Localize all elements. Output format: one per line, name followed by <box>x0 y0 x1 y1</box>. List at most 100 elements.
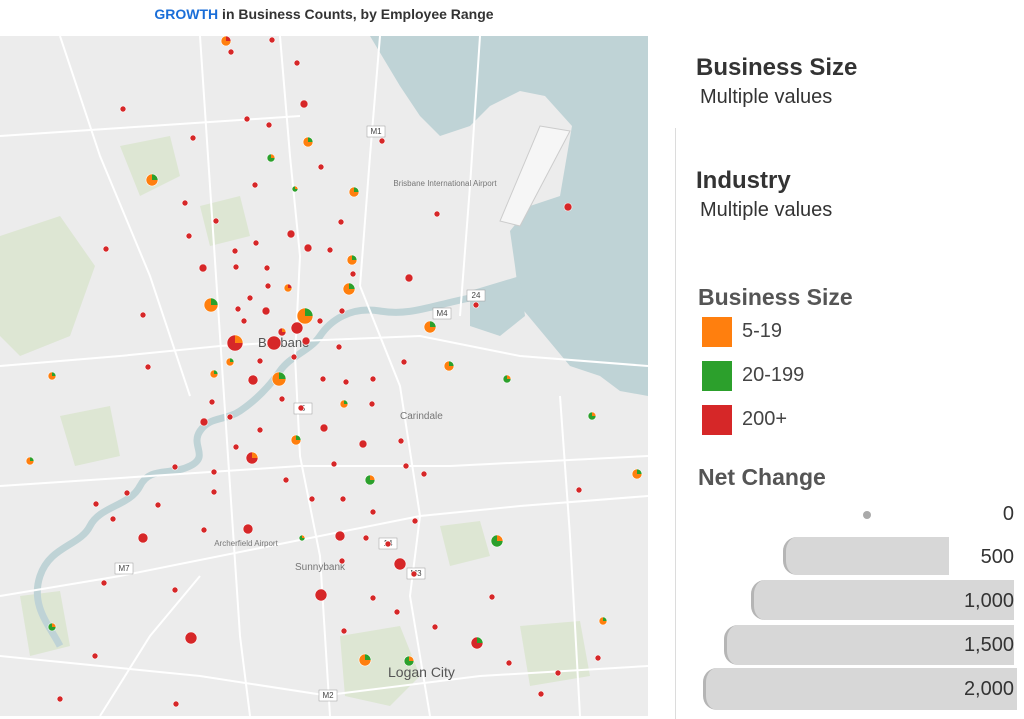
business-mark[interactable] <box>340 627 348 635</box>
business-mark[interactable] <box>56 695 64 703</box>
business-mark[interactable] <box>470 636 484 650</box>
business-mark[interactable] <box>246 294 254 302</box>
business-mark[interactable] <box>198 263 208 273</box>
business-mark[interactable] <box>402 462 410 470</box>
business-mark[interactable] <box>251 181 259 189</box>
business-mark[interactable] <box>368 400 376 408</box>
business-mark[interactable] <box>240 317 248 325</box>
business-mark[interactable] <box>242 523 254 535</box>
business-mark[interactable] <box>123 489 131 497</box>
business-mark[interactable] <box>290 353 298 361</box>
business-mark[interactable] <box>397 437 405 445</box>
business-mark[interactable] <box>433 210 441 218</box>
business-mark[interactable] <box>554 669 562 677</box>
business-mark[interactable] <box>326 246 334 254</box>
business-mark[interactable] <box>490 534 504 548</box>
business-mark[interactable] <box>100 579 108 587</box>
business-mark[interactable] <box>145 173 159 187</box>
business-mark[interactable] <box>290 321 304 335</box>
business-mark[interactable] <box>227 48 235 56</box>
map-view[interactable]: Brisbane Brisbane International Airport Ca… <box>0 36 648 716</box>
business-mark[interactable] <box>420 470 428 478</box>
business-mark[interactable] <box>403 655 415 667</box>
business-mark[interactable] <box>378 137 386 145</box>
business-mark[interactable] <box>266 153 276 163</box>
business-mark[interactable] <box>234 305 242 313</box>
business-mark[interactable] <box>358 439 368 449</box>
business-mark[interactable] <box>296 307 314 325</box>
business-mark[interactable] <box>308 495 316 503</box>
business-mark[interactable] <box>185 232 193 240</box>
business-mark[interactable] <box>297 404 305 412</box>
business-mark[interactable] <box>266 335 282 351</box>
business-mark[interactable] <box>225 357 235 367</box>
business-mark[interactable] <box>488 593 496 601</box>
business-mark[interactable] <box>298 534 306 542</box>
business-mark[interactable] <box>154 501 162 509</box>
business-mark[interactable] <box>243 115 251 123</box>
business-mark[interactable] <box>265 121 273 129</box>
business-mark[interactable] <box>261 306 271 316</box>
business-mark[interactable] <box>102 245 110 253</box>
business-mark[interactable] <box>220 36 232 47</box>
business-mark[interactable] <box>337 218 345 226</box>
business-mark[interactable] <box>137 532 149 544</box>
business-mark[interactable] <box>245 451 259 465</box>
business-mark[interactable] <box>263 264 271 272</box>
business-mark[interactable] <box>226 334 244 352</box>
business-mark[interactable] <box>293 59 301 67</box>
business-mark[interactable] <box>342 282 356 296</box>
business-mark[interactable] <box>400 358 408 366</box>
business-mark[interactable] <box>271 371 287 387</box>
business-mark[interactable] <box>91 652 99 660</box>
business-mark[interactable] <box>563 202 573 212</box>
legend-swatch-200-plus[interactable] <box>702 405 732 435</box>
business-mark[interactable] <box>384 540 392 548</box>
business-mark[interactable] <box>291 185 299 193</box>
business-mark[interactable] <box>575 486 583 494</box>
business-mark[interactable] <box>47 371 57 381</box>
business-mark[interactable] <box>278 395 286 403</box>
business-mark[interactable] <box>393 557 407 571</box>
business-mark[interactable] <box>423 320 437 334</box>
business-mark[interactable] <box>203 297 219 313</box>
business-mark[interactable] <box>208 398 216 406</box>
business-mark[interactable] <box>119 105 127 113</box>
business-mark[interactable] <box>181 199 189 207</box>
business-mark[interactable] <box>369 375 377 383</box>
business-mark[interactable] <box>277 327 287 337</box>
business-mark[interactable] <box>210 488 218 496</box>
business-mark[interactable] <box>358 653 372 667</box>
business-mark[interactable] <box>256 426 264 434</box>
business-mark[interactable] <box>411 517 419 525</box>
legend-swatch-20-199[interactable] <box>702 361 732 391</box>
business-mark[interactable] <box>200 526 208 534</box>
business-mark[interactable] <box>282 476 290 484</box>
business-mark[interactable] <box>264 282 272 290</box>
business-mark[interactable] <box>316 317 324 325</box>
business-mark[interactable] <box>199 417 209 427</box>
business-mark[interactable] <box>212 217 220 225</box>
business-mark[interactable] <box>210 468 218 476</box>
business-mark[interactable] <box>286 229 296 239</box>
business-mark[interactable] <box>369 508 377 516</box>
business-mark[interactable] <box>268 36 276 44</box>
business-mark[interactable] <box>302 136 314 148</box>
business-mark[interactable] <box>393 608 401 616</box>
business-mark[interactable] <box>339 495 347 503</box>
business-mark[interactable] <box>47 622 57 632</box>
business-mark[interactable] <box>330 460 338 468</box>
business-mark[interactable] <box>505 659 513 667</box>
business-mark[interactable] <box>334 530 346 542</box>
business-mark[interactable] <box>431 623 439 631</box>
business-mark[interactable] <box>25 456 35 466</box>
business-mark[interactable] <box>339 399 349 409</box>
business-mark[interactable] <box>303 243 313 253</box>
business-mark[interactable] <box>232 443 240 451</box>
business-mark[interactable] <box>139 311 147 319</box>
business-mark[interactable] <box>283 283 293 293</box>
business-mark[interactable] <box>189 134 197 142</box>
business-mark[interactable] <box>338 557 346 565</box>
business-mark[interactable] <box>256 357 264 365</box>
filter-business-size-value[interactable]: Multiple values <box>700 86 833 108</box>
